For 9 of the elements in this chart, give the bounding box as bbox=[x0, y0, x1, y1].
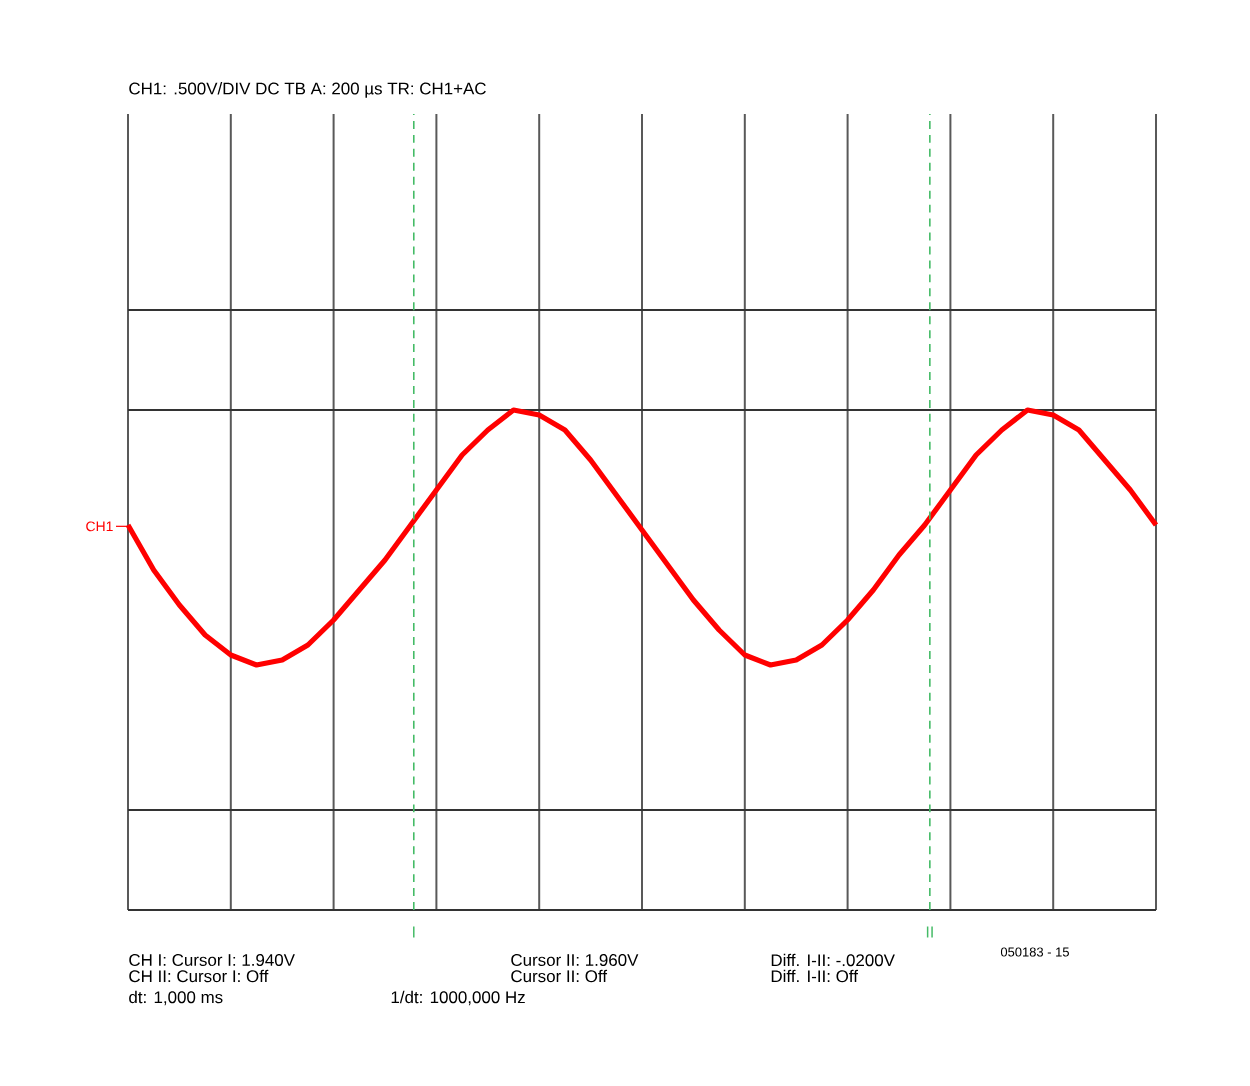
text: Cursor II: Off bbox=[511, 969, 608, 983]
text: Diff. I-II: -.0200V bbox=[771, 953, 895, 967]
text: dt: 1,000 ms bbox=[129, 990, 223, 1006]
text: CH I: Cursor I: 1.940V bbox=[129, 954, 295, 966]
text: Diff. I-II: Off bbox=[771, 969, 858, 983]
text: CH II: Cursor I: Off bbox=[129, 969, 269, 983]
chart-title: CH1: .500V/DIV DC TB A: 200 µs TR: CH1+AC bbox=[129, 82, 486, 98]
text: Cursor II: 1.960V bbox=[511, 954, 639, 966]
text: 1/dt: 1000,000 Hz bbox=[391, 990, 525, 1006]
